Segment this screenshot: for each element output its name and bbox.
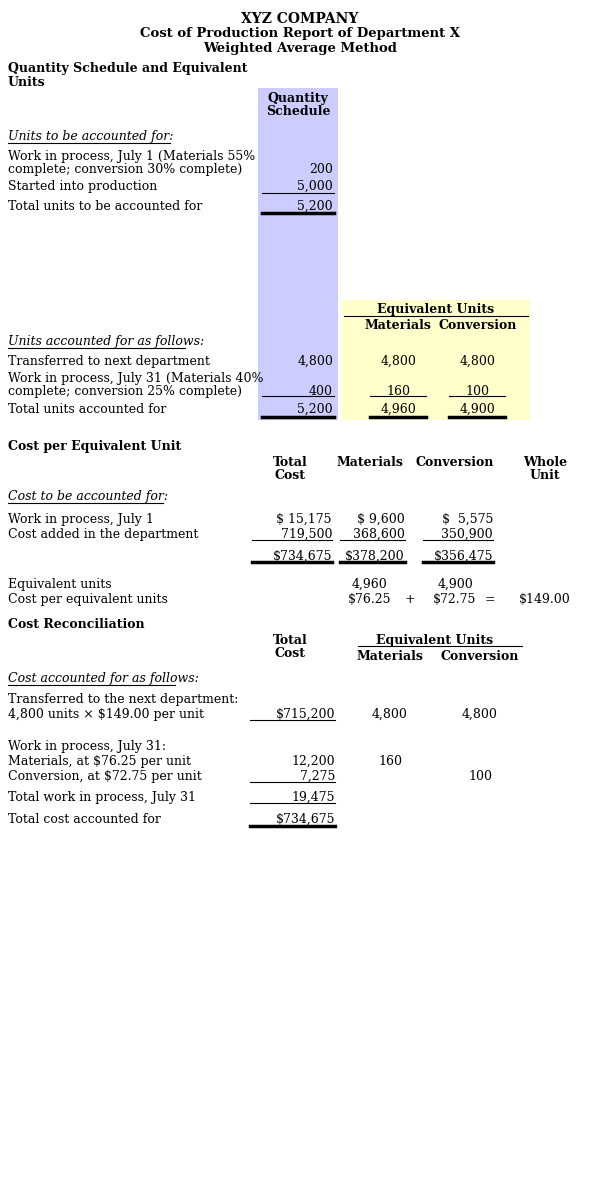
Text: 5,200: 5,200 — [298, 200, 333, 214]
Text: Quantity: Quantity — [268, 92, 328, 105]
Text: $ 15,175: $ 15,175 — [277, 513, 332, 526]
Text: Quantity Schedule and Equivalent: Quantity Schedule and Equivalent — [8, 62, 248, 75]
Bar — [342, 299, 530, 390]
Text: 160: 160 — [386, 385, 410, 398]
Text: 719,500: 719,500 — [281, 528, 332, 540]
Bar — [258, 88, 338, 420]
Text: 368,600: 368,600 — [353, 528, 405, 540]
Text: Transferred to next department: Transferred to next department — [8, 356, 210, 367]
Text: 12,200: 12,200 — [292, 755, 335, 768]
Text: Cost Reconciliation: Cost Reconciliation — [8, 618, 145, 631]
Text: Cost added in the department: Cost added in the department — [8, 528, 199, 540]
Text: 5,000: 5,000 — [297, 180, 333, 193]
Text: $  5,575: $ 5,575 — [442, 513, 493, 526]
Text: 4,900: 4,900 — [460, 403, 495, 416]
Text: $734,675: $734,675 — [275, 812, 335, 826]
Text: Cost per equivalent units: Cost per equivalent units — [8, 593, 168, 606]
Text: Equivalent Units: Equivalent Units — [376, 633, 494, 647]
Text: Equivalent units: Equivalent units — [8, 577, 112, 591]
Text: 4,800: 4,800 — [462, 707, 498, 721]
Text: 4,960: 4,960 — [380, 403, 416, 416]
Text: Work in process, July 1 (Materials 55%: Work in process, July 1 (Materials 55% — [8, 150, 255, 163]
Text: Cost: Cost — [275, 469, 305, 482]
Text: 4,800: 4,800 — [460, 356, 495, 367]
Text: Cost per Equivalent Unit: Cost per Equivalent Unit — [8, 440, 181, 453]
Text: $378,200: $378,200 — [346, 550, 405, 563]
Text: 200: 200 — [309, 163, 333, 177]
Text: $72.75: $72.75 — [433, 593, 476, 606]
Text: 4,800 units × $149.00 per unit: 4,800 units × $149.00 per unit — [8, 707, 204, 721]
Text: 19,475: 19,475 — [292, 791, 335, 804]
Text: Units: Units — [8, 76, 46, 89]
Text: XYZ COMPANY: XYZ COMPANY — [241, 12, 359, 26]
Text: Total: Total — [272, 633, 307, 647]
Text: Conversion: Conversion — [438, 319, 517, 332]
Text: Total: Total — [272, 456, 307, 469]
Text: Cost of Production Report of Department X: Cost of Production Report of Department … — [140, 27, 460, 41]
Text: Work in process, July 31 (Materials 40%: Work in process, July 31 (Materials 40% — [8, 372, 263, 385]
Text: Transferred to the next department:: Transferred to the next department: — [8, 693, 238, 706]
Text: Total work in process, July 31: Total work in process, July 31 — [8, 791, 196, 804]
Text: 4,800: 4,800 — [297, 356, 333, 367]
Text: 100: 100 — [466, 385, 490, 398]
Text: 100: 100 — [468, 769, 492, 783]
Text: Materials: Materials — [337, 456, 403, 469]
Text: 5,200: 5,200 — [298, 403, 333, 416]
Text: $356,475: $356,475 — [433, 550, 493, 563]
Text: Cost: Cost — [275, 647, 305, 660]
Text: Conversion: Conversion — [441, 650, 519, 663]
Text: Unit: Unit — [530, 469, 560, 482]
Text: 4,800: 4,800 — [372, 707, 408, 721]
Bar — [258, 88, 338, 420]
Text: 4,900: 4,900 — [437, 577, 473, 591]
Text: Work in process, July 31:: Work in process, July 31: — [8, 740, 166, 753]
Text: Total cost accounted for: Total cost accounted for — [8, 812, 161, 826]
Text: Materials: Materials — [356, 650, 424, 663]
Text: complete; conversion 30% complete): complete; conversion 30% complete) — [8, 163, 242, 177]
Bar — [258, 88, 338, 390]
Text: Materials: Materials — [365, 319, 432, 332]
Text: $734,675: $734,675 — [272, 550, 332, 563]
Text: Cost accounted for as follows:: Cost accounted for as follows: — [8, 672, 199, 685]
Text: Conversion, at $72.75 per unit: Conversion, at $72.75 per unit — [8, 769, 202, 783]
Text: Conversion: Conversion — [416, 456, 494, 469]
Text: +: + — [404, 593, 415, 606]
Text: 7,275: 7,275 — [299, 769, 335, 783]
Text: Schedule: Schedule — [266, 105, 330, 118]
Text: $76.25: $76.25 — [348, 593, 392, 606]
Bar — [342, 299, 530, 420]
Bar — [342, 299, 530, 420]
Text: Units to be accounted for:: Units to be accounted for: — [8, 130, 173, 143]
Text: Equivalent Units: Equivalent Units — [377, 303, 494, 316]
Text: 160: 160 — [378, 755, 402, 768]
Text: =: = — [485, 593, 496, 606]
Text: 4,800: 4,800 — [380, 356, 416, 367]
Text: Started into production: Started into production — [8, 180, 157, 193]
Text: 400: 400 — [309, 385, 333, 398]
Text: complete; conversion 25% complete): complete; conversion 25% complete) — [8, 385, 242, 398]
Text: 4,960: 4,960 — [352, 577, 388, 591]
Text: Total units accounted for: Total units accounted for — [8, 403, 166, 416]
Text: Whole: Whole — [523, 456, 567, 469]
Text: $715,200: $715,200 — [275, 707, 335, 721]
Text: $149.00: $149.00 — [519, 593, 571, 606]
Text: Total units to be accounted for: Total units to be accounted for — [8, 200, 202, 214]
Text: Weighted Average Method: Weighted Average Method — [203, 42, 397, 55]
Text: 350,900: 350,900 — [442, 528, 493, 540]
Text: Units accounted for as follows:: Units accounted for as follows: — [8, 335, 204, 348]
Text: $ 9,600: $ 9,600 — [357, 513, 405, 526]
Text: Cost to be accounted for:: Cost to be accounted for: — [8, 490, 168, 503]
Text: Materials, at $76.25 per unit: Materials, at $76.25 per unit — [8, 755, 191, 768]
Text: Work in process, July 1: Work in process, July 1 — [8, 513, 154, 526]
